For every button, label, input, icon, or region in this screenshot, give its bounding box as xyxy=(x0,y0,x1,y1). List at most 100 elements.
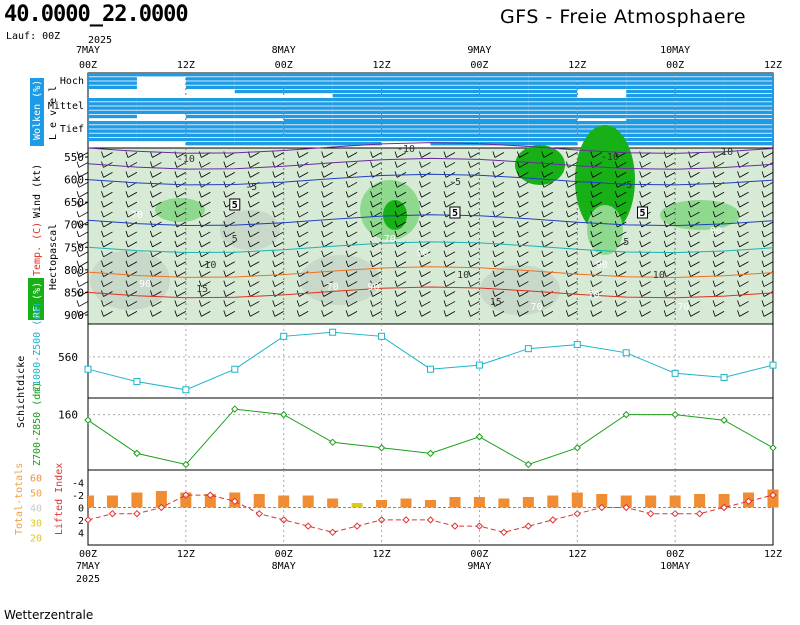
cloud-cell xyxy=(528,137,578,142)
rh-label: 70 xyxy=(530,302,542,313)
cloud-cell xyxy=(381,137,431,142)
wind-barb-flag xyxy=(345,171,349,178)
top-date-label: 9MAY xyxy=(467,45,491,56)
wind-barb-flag xyxy=(516,181,520,188)
wind-barb xyxy=(225,281,235,287)
wind-barb xyxy=(152,261,162,268)
wind-barb xyxy=(445,181,456,188)
cloud-cell xyxy=(577,121,627,125)
wind-barb-flag xyxy=(101,230,104,238)
lifted-index-point xyxy=(280,516,288,524)
wind-barb xyxy=(641,311,651,317)
wind-barb xyxy=(763,311,774,317)
wind-barb-flag xyxy=(516,191,520,198)
total-totals-bar xyxy=(694,494,706,508)
wind-barb xyxy=(421,152,431,158)
data-point xyxy=(133,449,141,458)
wind-barb xyxy=(665,241,676,248)
wind-barb-flag xyxy=(370,300,373,307)
wind-barb xyxy=(445,281,456,287)
wind-barb-flag xyxy=(492,310,496,317)
wind-barb xyxy=(690,181,700,188)
lifted-index-point xyxy=(206,491,215,499)
pressure-tick-label: 700 xyxy=(64,219,84,232)
isotherm-label: -5 xyxy=(620,180,632,191)
wind-barb xyxy=(568,261,578,268)
cloud-cell xyxy=(234,129,284,133)
cloud-cell xyxy=(724,129,773,133)
wind-barb-flag xyxy=(394,161,398,168)
cloud-cell xyxy=(332,129,382,133)
cloud-cell xyxy=(479,98,529,102)
wind-barb xyxy=(176,261,187,268)
wind-barb xyxy=(665,172,676,178)
wind-barb xyxy=(519,291,529,297)
cloud-cell xyxy=(136,73,186,77)
cloud-cell xyxy=(724,89,773,94)
cloud-cell xyxy=(479,73,529,77)
wind-barb-flag xyxy=(468,151,471,158)
wind-barb-flag xyxy=(174,300,178,307)
cloud-level-label: Hoch xyxy=(60,76,84,87)
wind-barb-flag xyxy=(492,270,496,277)
wind-barb xyxy=(421,251,431,258)
isotherm-label: 10 xyxy=(457,270,469,281)
lifted-index-point xyxy=(622,503,630,512)
data-point xyxy=(182,460,190,469)
wind-barb xyxy=(763,211,774,218)
cloud-cell xyxy=(430,142,480,146)
wind-barb xyxy=(323,251,333,258)
wind-barb xyxy=(225,311,235,317)
wind-barb-flag xyxy=(419,300,422,307)
wind-barb-flag xyxy=(345,230,349,238)
wind-barb-flag xyxy=(614,191,618,198)
wind-barb-flag xyxy=(688,260,691,267)
wind-barb xyxy=(543,311,554,317)
wind-barb xyxy=(421,311,431,317)
wind-barb xyxy=(494,301,505,307)
wind-barb-flag xyxy=(663,201,667,208)
wind-barb xyxy=(103,191,113,198)
wind-barb-flag xyxy=(419,161,422,168)
wind-barb xyxy=(763,261,774,268)
wind-barb xyxy=(617,231,627,238)
data-point xyxy=(475,433,484,441)
cloud-cell xyxy=(283,102,333,106)
chart-title: GFS - Freie Atmosphaere xyxy=(500,6,747,28)
cloud-cell xyxy=(332,142,382,146)
cloud-cell xyxy=(626,106,676,110)
wind-barb-flag xyxy=(150,161,153,168)
wind-barb xyxy=(714,201,725,208)
wind-barb xyxy=(347,241,358,248)
pressure-tick-label: 550 xyxy=(64,151,84,164)
wind-barb xyxy=(78,211,89,218)
cloud-cell xyxy=(234,102,284,106)
wind-barb-flag xyxy=(321,260,325,267)
wind-barb-flag xyxy=(590,151,594,158)
wind-barb-flag xyxy=(198,240,202,247)
wind-barb xyxy=(298,201,309,208)
total-totals-bar xyxy=(498,498,510,508)
cloud-cell xyxy=(185,98,235,102)
wind-barb-flag xyxy=(345,280,349,287)
wind-barb-flag xyxy=(150,300,153,307)
wind-barb xyxy=(445,162,456,168)
data-point xyxy=(720,373,728,381)
wind-barb xyxy=(445,261,456,268)
lifted-index-point xyxy=(304,522,312,530)
thickness-group-label: Schichtdicke xyxy=(16,356,27,428)
wind-barb xyxy=(519,201,529,208)
cloud-cell xyxy=(88,102,137,106)
wind-barb-flag xyxy=(712,300,716,307)
wind-barb-flag xyxy=(590,210,594,218)
wind-barb-flag xyxy=(468,181,471,188)
wind-barb-flag xyxy=(541,220,545,228)
wind-barb xyxy=(641,231,651,238)
wind-barb-flag xyxy=(247,310,251,317)
wind-barb xyxy=(543,281,554,287)
wind-barb xyxy=(78,241,89,248)
wind-barb-flag xyxy=(76,260,80,267)
cloud-cell xyxy=(136,137,186,142)
wind-barb-flag xyxy=(247,161,251,168)
